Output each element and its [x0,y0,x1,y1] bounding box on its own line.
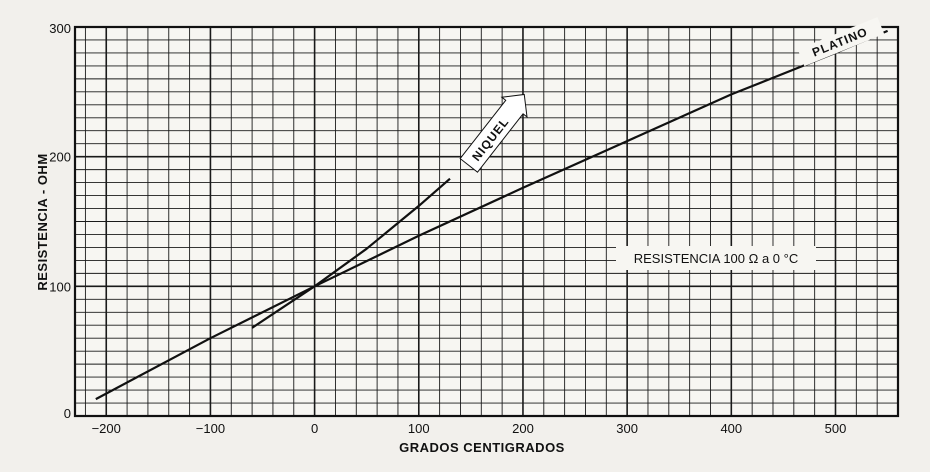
label-platino-background [797,17,885,67]
x-tick-label: −100 [196,421,225,436]
label-niquel-arrow [459,93,528,173]
x-tick-label: 100 [408,421,430,436]
series-line-niquel [251,177,451,329]
y-axis-ticks: 0 100 200 300 [49,21,71,421]
y-axis-title: RESISTENCIA - OHM [35,153,50,290]
x-tick-label: 0 [311,421,318,436]
grid [73,25,900,418]
annotation-label: RESISTENCIA 100 Ω a 0 °C [634,251,798,266]
series-line-platino [95,29,889,401]
x-axis-ticks: −200 −100 0 100 200 300 400 500 [92,421,847,436]
y-tick-label: 0 [64,406,71,421]
y-tick-label: 100 [49,279,71,294]
x-tick-label: 300 [616,421,638,436]
x-tick-label: 500 [825,421,847,436]
annotation-background [616,246,816,270]
x-tick-label: 400 [720,421,742,436]
x-tick-label: 200 [512,421,534,436]
y-tick-label: 200 [49,150,71,165]
x-tick-label: −200 [92,421,121,436]
series-lines [95,29,889,401]
plot-frame [73,25,900,418]
annotation-box: RESISTENCIA 100 Ω a 0 °C [616,246,816,270]
x-axis-title: GRADOS CENTIGRADOS [399,440,565,455]
y-tick-label: 300 [49,21,71,36]
